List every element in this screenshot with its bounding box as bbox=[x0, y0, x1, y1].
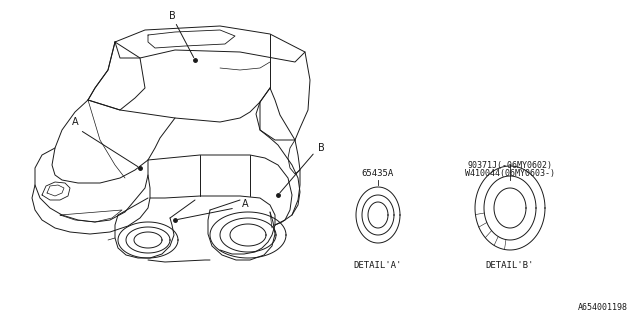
Text: B: B bbox=[168, 11, 175, 21]
Text: 90371J(-06MY0602): 90371J(-06MY0602) bbox=[467, 161, 552, 170]
Text: W410044(06MY0603-): W410044(06MY0603-) bbox=[465, 169, 555, 178]
Text: A654001198: A654001198 bbox=[578, 303, 628, 312]
Text: 65435A: 65435A bbox=[362, 169, 394, 178]
Text: B: B bbox=[318, 143, 324, 153]
Text: A: A bbox=[72, 117, 78, 127]
Text: A: A bbox=[242, 199, 248, 209]
Text: DETAIL'A': DETAIL'A' bbox=[354, 260, 402, 269]
Text: DETAIL'B': DETAIL'B' bbox=[486, 260, 534, 269]
